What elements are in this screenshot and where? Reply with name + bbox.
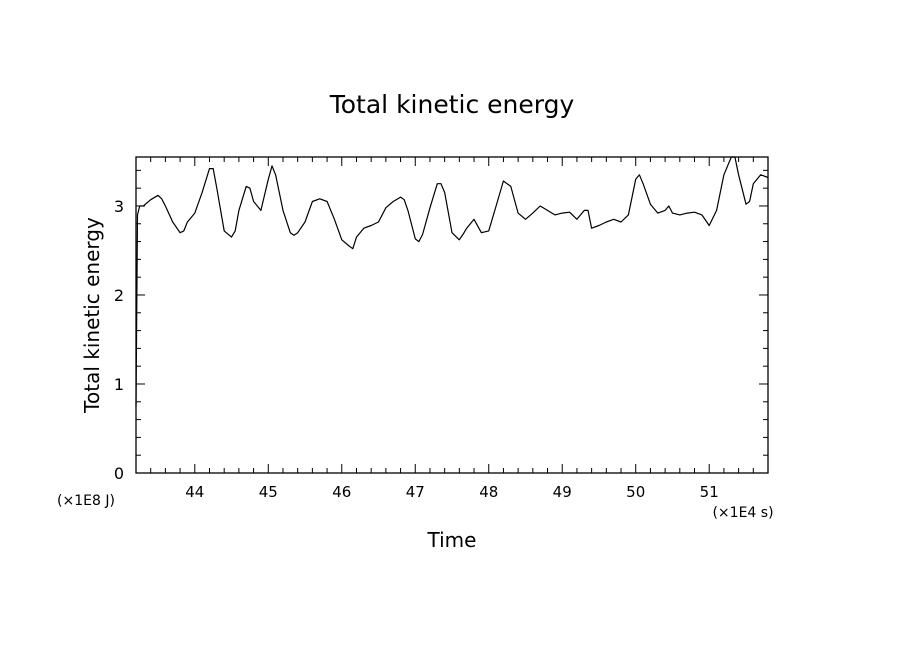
x-tick-label: 44: [185, 483, 204, 501]
x-tick-label: 48: [479, 483, 498, 501]
x-tick-label: 45: [259, 483, 278, 501]
x-tick-label: 46: [332, 483, 351, 501]
x-tick-label: 49: [553, 483, 572, 501]
y-axis-ticks: 0 1 2 3: [114, 169, 768, 483]
x-axis-unit-label: (×1E4 s): [712, 505, 773, 521]
x-tick-label: 50: [626, 483, 645, 501]
x-tick-label: 47: [406, 483, 425, 501]
x-axis-label: Time: [427, 528, 477, 552]
x-tick-label: 51: [700, 483, 719, 501]
y-tick-label: 3: [114, 197, 124, 216]
y-tick-label: 2: [114, 286, 124, 305]
x-axis-ticks: 44 45 46 47 48 49 50 51: [135, 157, 769, 501]
y-axis-unit-label: (×1E8 J): [57, 493, 115, 509]
y-axis-label: Total kinetic energy: [80, 217, 104, 414]
series-line-0: [135, 156, 769, 407]
series-group: [135, 156, 769, 407]
chart-title: Total kinetic energy: [329, 90, 575, 119]
y-tick-label: 1: [114, 375, 124, 394]
y-tick-label: 0: [114, 464, 124, 483]
plot-frame: [135, 156, 769, 474]
